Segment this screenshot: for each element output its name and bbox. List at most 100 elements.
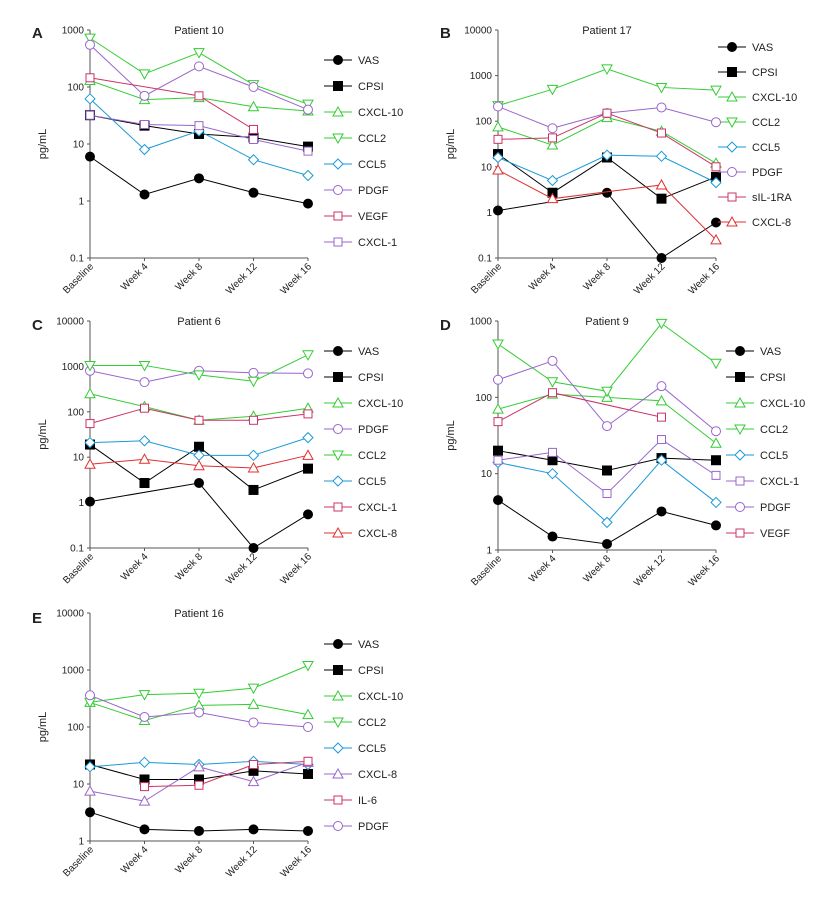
- data-point: [601, 516, 613, 529]
- legend-item: PDGF: [726, 502, 791, 514]
- legend-item: CCL2: [718, 117, 780, 129]
- data-point: [492, 120, 504, 132]
- legend-item: PDGF: [324, 424, 389, 436]
- data-point: [492, 403, 504, 414]
- x-tick-label: Week 4: [119, 551, 151, 583]
- data-point: [248, 82, 259, 92]
- x-tick-label: Week 4: [527, 261, 559, 293]
- legend-marker: [332, 767, 344, 779]
- data-point: [711, 217, 721, 228]
- series-sil-1ra: [493, 108, 721, 172]
- data-point: [302, 449, 314, 460]
- data-point: [138, 435, 151, 447]
- data-point: [711, 162, 721, 172]
- x-tick-label: Week 16: [279, 261, 315, 297]
- data-point: [248, 367, 259, 378]
- data-point: [193, 760, 205, 772]
- legend-label: CCL5: [752, 142, 780, 154]
- legend-label: VAS: [358, 346, 379, 358]
- y-tick-label: 1: [78, 197, 84, 208]
- legend-item: CPSI: [726, 372, 786, 384]
- legend-item: CXCL-1: [324, 237, 397, 249]
- data-point: [546, 139, 559, 150]
- legend-label: CXCL-10: [358, 398, 403, 410]
- data-point: [248, 543, 259, 553]
- legend-label: CXCL-1: [358, 502, 397, 514]
- legend-marker: [727, 167, 737, 177]
- data-point: [303, 768, 313, 779]
- data-point: [138, 360, 151, 372]
- legend-label: VAS: [358, 55, 379, 67]
- legend-item: CXCL-10: [718, 90, 797, 104]
- y-tick-label: 10: [73, 780, 85, 791]
- series-cxcl-1: [85, 403, 313, 429]
- legend-marker: [332, 450, 344, 462]
- data-point: [84, 436, 96, 449]
- data-point: [303, 198, 313, 209]
- x-tick-label: Baseline: [61, 844, 96, 879]
- y-tick-label: 10: [481, 162, 493, 173]
- data-point: [140, 119, 149, 129]
- data-point: [710, 358, 722, 370]
- data-point: [303, 463, 313, 474]
- legend-item: CCL5: [324, 475, 386, 488]
- legend-label: CCL5: [358, 159, 386, 171]
- legend-label: CXCL-1: [760, 476, 799, 488]
- chart-panel-a: A Patient 10 0.1 1 10 100 1000 pg/mL Baseline Wee…: [32, 25, 403, 297]
- data-point: [303, 509, 313, 520]
- legend-marker: [735, 372, 745, 382]
- y-tick-label: 10: [481, 469, 493, 480]
- legend-label: CCL5: [358, 743, 386, 755]
- data-point: [492, 151, 504, 164]
- data-point: [656, 381, 667, 392]
- data-point: [493, 417, 503, 427]
- y-tick-label: 1000: [470, 71, 493, 82]
- series-vegf: [85, 73, 258, 134]
- data-point: [601, 386, 613, 398]
- data-point: [711, 520, 721, 531]
- series-il-6: [140, 756, 313, 792]
- x-tick-label: Week 16: [687, 553, 723, 589]
- x-tick-label: Week 12: [224, 261, 260, 297]
- data-point: [84, 387, 96, 399]
- y-tick-label: 10000: [56, 609, 84, 620]
- data-point: [655, 150, 668, 162]
- x-tick-label: Week 16: [687, 261, 723, 297]
- series-cxcl-1: [85, 110, 313, 156]
- data-point: [84, 458, 96, 469]
- data-point: [302, 169, 314, 182]
- legend-item: CCL2: [324, 717, 386, 729]
- legend-label: CXCL-10: [358, 107, 403, 119]
- series-cxcl-8: [84, 449, 314, 473]
- data-point: [711, 426, 721, 437]
- y-tick-label: 1: [486, 208, 492, 219]
- data-point: [548, 388, 557, 398]
- data-point: [139, 377, 150, 388]
- data-point: [194, 415, 204, 425]
- data-point: [657, 128, 666, 138]
- data-point: [249, 134, 258, 144]
- legend-label: CXCL-8: [358, 769, 397, 781]
- series-vas: [85, 151, 313, 209]
- data-point: [247, 376, 260, 388]
- data-point: [303, 825, 313, 836]
- legend-item: CCL5: [718, 141, 780, 154]
- legend-item: CXCL-8: [324, 767, 397, 781]
- x-tick-label: Week 12: [224, 551, 260, 587]
- panel-letter: C: [32, 317, 43, 334]
- x-tick-label: Week 4: [527, 553, 559, 585]
- series-line: [497, 392, 662, 423]
- data-point: [303, 368, 313, 379]
- data-point: [546, 84, 559, 96]
- data-point: [194, 91, 204, 101]
- y-axis-label: pg/mL: [37, 712, 49, 743]
- data-point: [138, 690, 151, 701]
- legend-label: CCL2: [358, 450, 386, 462]
- legend-marker: [332, 475, 344, 487]
- y-tick-label: 1: [78, 498, 84, 509]
- data-point: [140, 403, 149, 413]
- data-point: [547, 123, 558, 134]
- legend-marker: [333, 639, 343, 649]
- legend-label: PDGF: [358, 185, 389, 197]
- data-point: [248, 187, 259, 198]
